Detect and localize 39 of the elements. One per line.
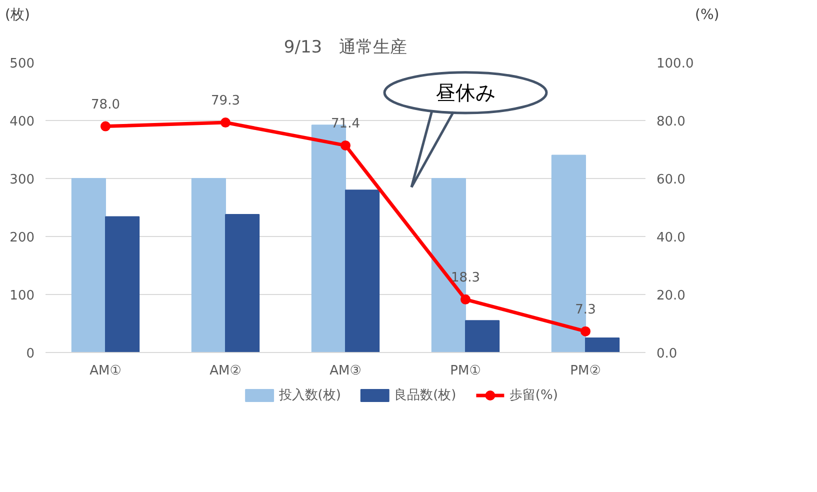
x-tick-label: AM③ — [330, 364, 362, 378]
y2-tick-label: 40.0 — [656, 230, 686, 246]
y-tick-label: 300 — [10, 172, 35, 188]
bar — [191, 178, 226, 352]
x-tick-label: AM① — [90, 364, 122, 378]
y-tick-label: 100 — [10, 288, 35, 304]
x-tick-label: AM② — [210, 364, 242, 378]
chart-title: 9/13 通常生産 — [284, 38, 408, 58]
data-label: 71.4 — [331, 116, 360, 132]
x-tick-label: PM② — [570, 364, 601, 378]
y-tick-label: 400 — [10, 114, 35, 130]
bar — [345, 190, 380, 352]
bar — [225, 214, 260, 352]
bar — [105, 216, 140, 352]
bar — [465, 320, 500, 352]
legend-label: 歩留(%) — [509, 388, 558, 403]
y-tick-label: 500 — [10, 56, 35, 72]
point — [100, 121, 110, 132]
point — [460, 294, 470, 304]
y2-axis-title: (%) — [695, 6, 720, 25]
bar — [585, 338, 620, 352]
y2-tick-label: 0.0 — [656, 346, 678, 362]
legend-label: 良品数(枚) — [394, 388, 456, 403]
y2-tick-label: 80.0 — [656, 114, 686, 130]
y2-tick-label: 100.0 — [656, 56, 694, 72]
bar — [71, 178, 106, 352]
annotation: 昼休み — [436, 80, 496, 105]
y2-tick-label: 60.0 — [656, 172, 686, 188]
data-label: 79.3 — [211, 94, 240, 109]
point — [340, 140, 350, 150]
point — [220, 118, 230, 128]
point — [580, 326, 590, 336]
y-tick-label: 0 — [26, 346, 35, 362]
data-label: 78.0 — [91, 97, 120, 112]
y-tick-label: 200 — [10, 230, 35, 246]
y2-tick-label: 20.0 — [656, 288, 686, 304]
x-tick-label: PM① — [450, 364, 481, 378]
legend-label: 投入数(枚) — [278, 388, 341, 403]
y-axis-title: (枚) — [5, 6, 30, 25]
